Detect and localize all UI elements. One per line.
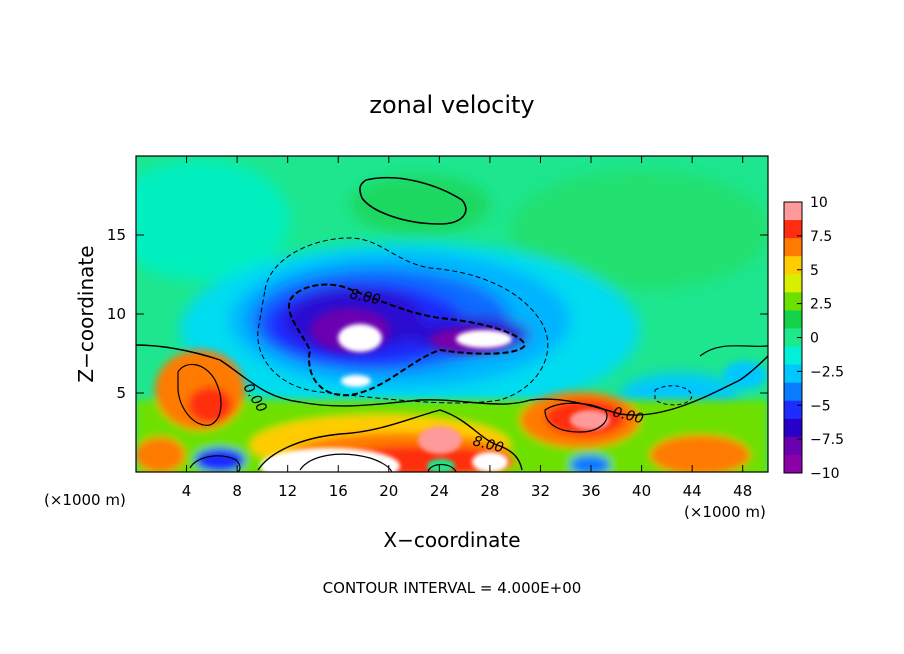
x-tick-label-0: 4 [182,482,192,500]
colorbar-label-1: 7.5 [810,229,832,245]
x-tick-label-11: 48 [733,482,752,500]
y-tick-label-0: 5 [116,384,126,402]
colorbar-swatch-11 [784,400,802,420]
y-axis-ticks: 5 10 15 [107,226,768,402]
contour-label-zero-right: 0.00 [611,404,645,427]
colorbar-swatch-12 [784,418,802,438]
colorbar-label-8: −10 [810,466,840,482]
contour-zero-line [136,344,768,416]
contour-interval-note: CONTOUR INTERVAL = 4.000E+00 [323,579,582,597]
x-tick-label-7: 32 [531,482,550,500]
colorbar: 10 7.5 5 2.5 0 −2.5 −5 −7.5 −10 [783,195,844,482]
colorbar-swatch-13 [784,436,802,456]
colorbar-swatch-0 [784,202,802,221]
contour-label-eight-upper: 8.00 [348,286,382,308]
colorbar-swatch-2 [784,238,802,257]
chart-title: zonal velocity [369,91,534,119]
y-axis-title: Z−coordinate [74,245,98,382]
colorbar-swatch-4 [784,274,802,293]
x-tick-label-1: 8 [232,482,242,500]
contour-small-ring [427,463,457,472]
y-unit-label: (×1000 m) [684,503,766,521]
contour-solid-upper [359,176,467,225]
x-unit-label: (×1000 m) [44,491,126,509]
contour-eight-upper [257,409,523,471]
contour-eight-left [177,363,222,426]
colorbar-swatch-9 [784,364,802,384]
colorbar-label-0: 10 [810,195,828,211]
x-axis-title: X−coordinate [383,528,520,552]
colorbar-label-2: 5 [810,263,819,279]
contour-labels: 8.00 0.00 0.00 8.00 [240,286,646,456]
contour-blue-pocket [189,455,241,472]
contour-eight-right [544,402,608,433]
colorbar-swatch-5 [784,292,802,311]
colorbar-label-6: −5 [810,398,831,414]
x-axis-ticks: 4 8 12 16 20 24 28 32 36 40 44 48 [182,156,752,500]
heatmap-field: 8.00 0.00 0.00 8.00 [136,156,768,472]
colorbar-label-5: −2.5 [810,364,844,380]
contour-dashed-outer [257,237,549,404]
contour-label-eight-lower: 8.00 [471,433,505,456]
colorbar-label-3: 2.5 [810,297,832,313]
contour-right-pocket [654,385,693,406]
y-tick-label-1: 10 [107,305,126,323]
colorbar-swatch-7 [784,328,802,348]
contour-lines [136,176,768,472]
contour-right-edge [699,345,768,357]
colorbar-swatch-6 [784,310,802,329]
x-tick-label-2: 12 [278,482,297,500]
y-tick-label-2: 15 [107,226,126,244]
colorbar-swatch-8 [784,346,802,366]
colorbar-label-7: −7.5 [810,432,844,448]
x-tick-label-6: 28 [480,482,499,500]
x-tick-label-8: 36 [581,482,600,500]
colorbar-swatch-3 [784,256,802,275]
x-tick-label-5: 24 [430,482,449,500]
x-tick-label-9: 40 [632,482,651,500]
colorbar-swatch-14 [784,454,802,474]
x-tick-label-4: 20 [379,482,398,500]
x-tick-label-10: 44 [683,482,702,500]
colorbar-swatch-1 [784,220,802,239]
contour-dashed-inner [288,283,527,397]
x-tick-label-3: 16 [329,482,348,500]
colorbar-label-4: 0 [810,331,819,347]
colorbar-swatch-10 [784,382,802,402]
